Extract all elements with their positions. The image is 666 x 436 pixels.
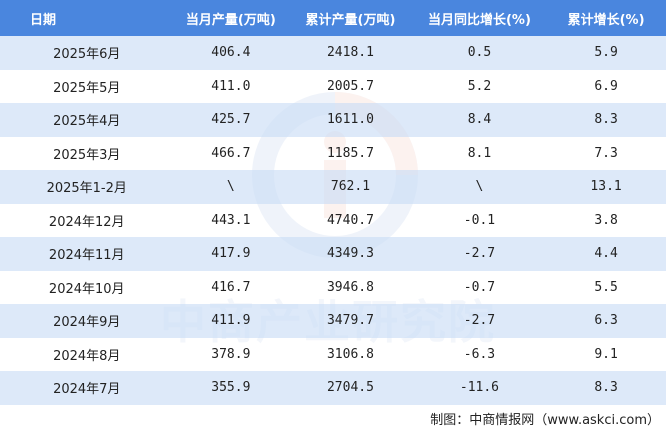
cell-monthly-yoy: 0.5 — [467, 45, 492, 61]
cell-monthly-output: 411.9 — [211, 313, 251, 329]
cell-cumulative-output: 1611.0 — [326, 112, 374, 128]
watermark-text: 中商产业研究院 — [160, 295, 496, 349]
header-monthly-output: 当月产量(万吨) — [185, 12, 276, 28]
cell-monthly-output: 466.7 — [211, 145, 251, 161]
cell-date: 2024年7月 — [53, 382, 121, 398]
header-date: 日期 — [30, 12, 57, 28]
cell-monthly-yoy: -0.7 — [463, 279, 496, 295]
cell-cumulative-growth: 9.1 — [594, 346, 618, 362]
cell-monthly-yoy: \ — [475, 179, 484, 195]
table-row: 2024年12月 443.1 4740.7 -0.1 3.8 — [0, 203, 666, 237]
table-row: 2024年11月 417.9 4349.3 -2.7 4.4 — [0, 237, 666, 271]
cell-cumulative-output: 4740.7 — [326, 212, 374, 228]
header-cumulative-growth: 累计增长(%) — [567, 12, 645, 28]
cell-cumulative-growth: 13.1 — [590, 179, 622, 195]
cell-monthly-yoy: -6.3 — [463, 346, 496, 362]
cell-cumulative-output: 4349.3 — [326, 246, 374, 262]
cell-cumulative-output: 1185.7 — [326, 145, 374, 161]
cell-monthly-yoy: 5.2 — [467, 78, 492, 94]
cell-cumulative-growth: 6.3 — [594, 313, 618, 329]
cell-date: 2025年3月 — [53, 147, 121, 163]
cell-date: 2024年11月 — [48, 248, 125, 264]
header-monthly-yoy: 当月同比增长(%) — [427, 12, 531, 28]
cell-monthly-output: 425.7 — [211, 112, 251, 128]
cell-cumulative-growth: 5.9 — [594, 45, 618, 61]
cell-cumulative-growth: 7.3 — [594, 145, 618, 161]
cell-monthly-output: 406.4 — [211, 45, 251, 61]
company-logo-icon — [252, 92, 418, 258]
production-table: 日期 当月产量(万吨) 累计产量(万吨) 当月同比增长(%) 累计增长(%) 2… — [0, 0, 666, 405]
cell-date: 2025年4月 — [53, 114, 121, 130]
cell-cumulative-output: 3946.8 — [326, 279, 374, 295]
table-row: 2025年4月 425.7 1611.0 8.4 8.3 — [0, 103, 666, 137]
cell-monthly-output: 416.7 — [211, 279, 251, 295]
cell-cumulative-growth: 4.4 — [594, 246, 618, 262]
table-row: 2025年5月 411.0 2005.7 5.2 6.9 — [0, 69, 666, 103]
cell-monthly-output: 378.9 — [211, 346, 251, 362]
table-row: 2024年8月 378.9 3106.8 -6.3 9.1 — [0, 337, 666, 371]
cell-monthly-output: 417.9 — [211, 246, 251, 262]
cell-date: 2025年5月 — [53, 80, 121, 96]
cell-monthly-yoy: 8.1 — [467, 145, 492, 161]
cell-cumulative-growth: 8.3 — [594, 112, 618, 128]
cell-date: 2025年1-2月 — [46, 181, 127, 197]
cell-monthly-output: 355.9 — [211, 380, 251, 396]
table-header-row: 日期 当月产量(万吨) 累计产量(万吨) 当月同比增长(%) 累计增长(%) — [0, 0, 666, 36]
cell-monthly-output: 411.0 — [211, 78, 251, 94]
cell-cumulative-growth: 5.5 — [594, 279, 618, 295]
cell-monthly-output: \ — [226, 179, 235, 195]
cell-monthly-yoy: -2.7 — [463, 313, 496, 329]
cell-monthly-yoy: -11.6 — [459, 380, 500, 396]
cell-date: 2024年8月 — [53, 348, 121, 364]
source-credit: 制图：中商情报网（www.askci.com） — [430, 413, 660, 428]
cell-date: 2025年6月 — [53, 47, 121, 63]
cell-monthly-yoy: -2.7 — [463, 246, 496, 262]
cell-cumulative-growth: 3.8 — [594, 212, 618, 228]
table-row: 2025年6月 406.4 2418.1 0.5 5.9 — [0, 36, 666, 70]
table-row: 2025年1-2月 \ 762.1 \ 13.1 — [0, 170, 666, 204]
cell-cumulative-output: 2704.5 — [326, 380, 374, 396]
cell-cumulative-output: 2005.7 — [326, 78, 374, 94]
cell-date: 2024年12月 — [48, 214, 125, 230]
cell-cumulative-output: 3106.8 — [326, 346, 374, 362]
cell-cumulative-output: 762.1 — [330, 179, 371, 195]
table-body: 2025年6月 406.4 2418.1 0.5 5.9 2025年5月 411.0 2005… — [0, 36, 666, 405]
cell-cumulative-output: 3479.7 — [326, 313, 374, 329]
table-row: 2024年9月 411.9 3479.7 -2.7 6.3 — [0, 304, 666, 338]
cell-monthly-yoy: 8.4 — [467, 112, 492, 128]
cell-cumulative-output: 2418.1 — [326, 45, 374, 61]
cell-cumulative-growth: 8.3 — [594, 380, 618, 396]
table-row: 2025年3月 466.7 1185.7 8.1 7.3 — [0, 136, 666, 170]
cell-monthly-yoy: -0.1 — [463, 212, 496, 228]
cell-cumulative-growth: 6.9 — [594, 78, 618, 94]
cell-date: 2024年10月 — [48, 281, 125, 297]
cell-monthly-output: 443.1 — [211, 212, 251, 228]
table-row: 2024年10月 416.7 3946.8 -0.7 5.5 — [0, 270, 666, 304]
table-row: 2024年7月 355.9 2704.5 -11.6 8.3 — [0, 371, 666, 405]
header-cumulative-output: 累计产量(万吨) — [305, 12, 396, 28]
cell-date: 2024年9月 — [53, 315, 121, 331]
